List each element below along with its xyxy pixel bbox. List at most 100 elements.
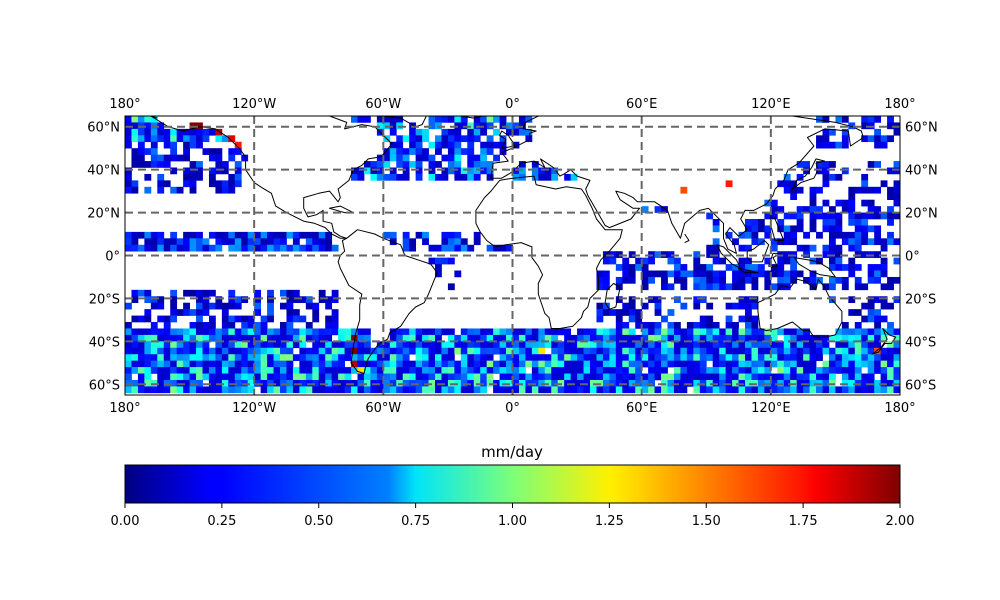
heatmap-cell — [125, 180, 132, 188]
heatmap-cell — [396, 116, 404, 123]
heatmap-cell — [183, 309, 190, 316]
heatmap-cell — [828, 206, 836, 213]
heatmap-cell — [125, 322, 132, 329]
heatmap-cell — [467, 154, 475, 162]
heatmap-cell — [280, 341, 287, 349]
heatmap-cell — [506, 354, 513, 361]
heatmap-cell — [196, 231, 203, 239]
heatmap-cell — [615, 386, 623, 394]
heatmap-cell — [499, 334, 507, 342]
heatmap-cell — [790, 257, 798, 265]
heatmap-cell — [189, 354, 197, 361]
heatmap-cell — [867, 373, 875, 381]
heatmap-cell — [880, 141, 888, 149]
heatmap-cell — [861, 251, 869, 258]
heatmap-cell — [596, 315, 604, 323]
heatmap-cell — [280, 360, 287, 368]
heatmap-cell — [422, 154, 429, 162]
heatmap-cell — [893, 238, 900, 246]
heatmap-cell — [447, 154, 455, 162]
heatmap-cell — [460, 238, 468, 246]
heatmap-cell — [783, 347, 791, 355]
heatmap-cell — [880, 315, 888, 323]
heatmap-cell — [641, 257, 649, 265]
heatmap-cell — [338, 367, 345, 374]
heatmap-cell — [208, 379, 216, 387]
heatmap-cell — [867, 334, 875, 342]
heatmap-cell — [208, 289, 216, 297]
heatmap-cell — [596, 270, 604, 278]
heatmap-cell — [157, 334, 165, 342]
heatmap-cell — [467, 135, 475, 143]
heatmap-cell — [880, 296, 888, 304]
heatmap-cell — [486, 347, 494, 355]
heatmap-cell — [848, 270, 856, 278]
heatmap-cell — [176, 128, 184, 136]
heatmap-cell — [828, 367, 836, 374]
heatmap-cell — [415, 161, 423, 168]
heatmap-cell — [777, 276, 785, 284]
heatmap-cell — [202, 328, 210, 336]
heatmap-cell — [790, 276, 798, 284]
heatmap-cell — [816, 167, 823, 175]
heatmap-cell — [208, 354, 216, 361]
heatmap-cell — [887, 167, 894, 175]
heatmap-cell — [577, 386, 584, 394]
heatmap-cell — [150, 296, 158, 304]
heatmap-cell — [299, 367, 307, 374]
heatmap-cell — [854, 264, 862, 271]
heatmap-cell — [732, 270, 739, 278]
colorbar-tick-label: 1.75 — [789, 514, 818, 529]
heatmap-cell — [874, 116, 882, 123]
heatmap-cell — [363, 161, 371, 168]
heatmap-cell — [518, 328, 526, 336]
heatmap-cell — [267, 302, 274, 310]
heatmap-cell — [596, 386, 604, 394]
heatmap-cell — [699, 334, 707, 342]
heatmap-cell — [712, 270, 720, 278]
heatmap-cell — [493, 244, 500, 252]
heatmap-cell — [176, 334, 184, 342]
heatmap-cell — [383, 386, 391, 394]
heatmap-cell — [544, 386, 552, 394]
heatmap-cell — [325, 386, 333, 394]
lat-tick-label-left: 0° — [105, 250, 120, 265]
heatmap-cell — [880, 238, 888, 246]
heatmap-cell — [402, 379, 410, 387]
heatmap-cell — [725, 283, 733, 291]
heatmap-cell — [467, 244, 475, 252]
heatmap-cell — [628, 309, 636, 316]
heatmap-cell — [661, 334, 668, 342]
heatmap-cell — [745, 231, 752, 239]
heatmap-cell — [719, 341, 727, 349]
heatmap-cell — [854, 225, 862, 233]
heatmap-cell — [137, 141, 145, 149]
heatmap-cell — [706, 341, 714, 349]
heatmap-cell — [880, 212, 888, 220]
heatmap-cell — [363, 334, 371, 342]
heatmap-cell — [738, 360, 746, 368]
heatmap-cell — [144, 309, 152, 316]
heatmap-cell — [312, 386, 320, 394]
heatmap-cell — [680, 276, 688, 284]
heatmap-cell — [157, 373, 165, 381]
heatmap-cell — [648, 386, 655, 394]
heatmap-cell — [286, 231, 294, 239]
heatmap-cell — [234, 360, 242, 368]
heatmap-cell — [441, 328, 449, 336]
heatmap-cell — [506, 128, 513, 136]
heatmap-cell — [725, 315, 733, 323]
heatmap-cell — [557, 386, 565, 394]
heatmap-cell — [473, 360, 481, 368]
heatmap-cell — [518, 360, 526, 368]
heatmap-cell — [841, 367, 849, 374]
heatmap-cell — [732, 354, 739, 361]
heatmap-cell — [673, 341, 681, 349]
heatmap-cell — [228, 238, 236, 246]
heatmap-cell — [460, 334, 468, 342]
heatmap-cell — [273, 347, 281, 355]
heatmap-cell — [157, 296, 165, 304]
heatmap-cell — [738, 347, 746, 355]
heatmap-cell — [699, 276, 707, 284]
heatmap-cell — [396, 173, 404, 181]
